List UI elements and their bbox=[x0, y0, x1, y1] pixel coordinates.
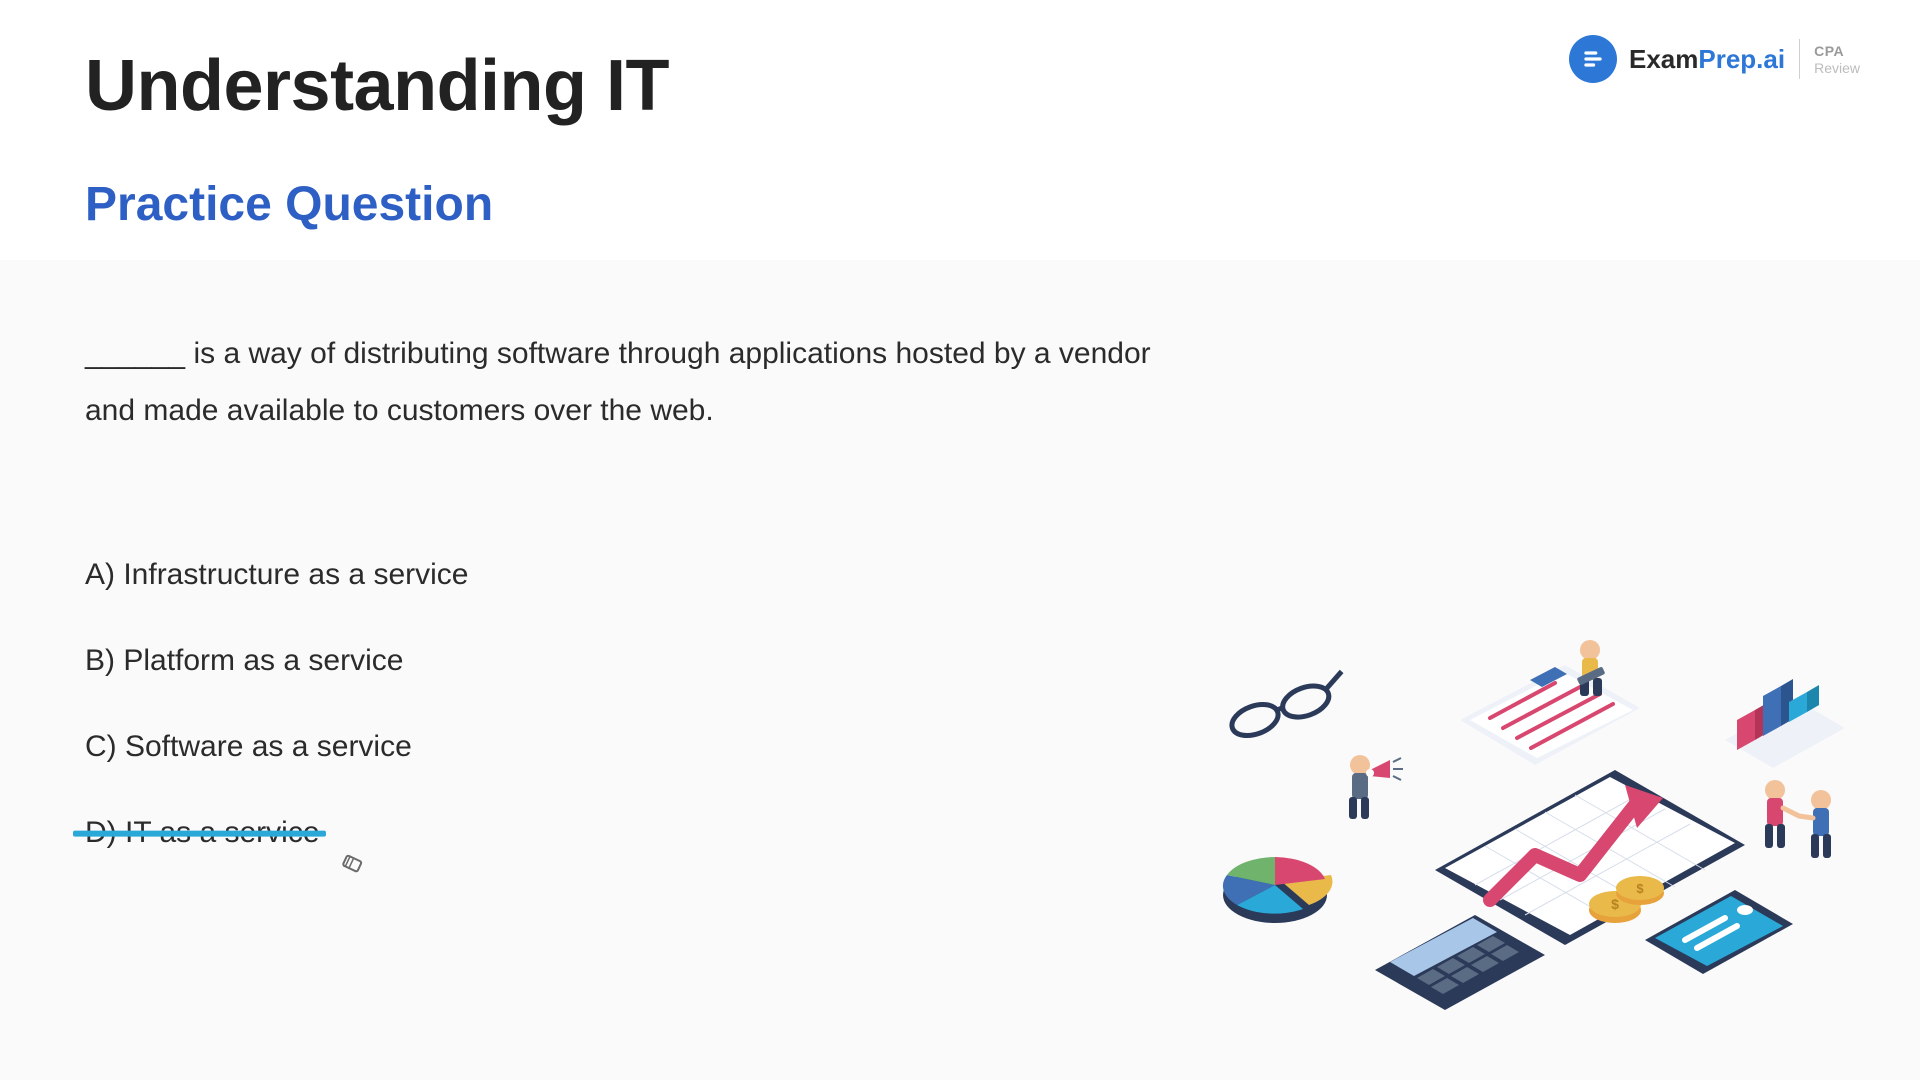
option-a[interactable]: A) Infrastructure as a service bbox=[85, 558, 468, 592]
options-list: A) Infrastructure as a service B) Platfo… bbox=[85, 558, 468, 850]
option-label: A) Infrastructure as a service bbox=[85, 558, 468, 591]
option-d[interactable]: D) IT as a service bbox=[85, 816, 468, 850]
brand-divider bbox=[1799, 39, 1800, 79]
slide: Understanding IT Practice Question ExamP… bbox=[0, 0, 1920, 1080]
brand-line2: Review bbox=[1814, 61, 1860, 75]
strike-annotation bbox=[73, 831, 326, 837]
option-b[interactable]: B) Platform as a service bbox=[85, 644, 468, 678]
brand-badge-icon bbox=[1569, 35, 1617, 83]
option-c[interactable]: C) Software as a service bbox=[85, 730, 468, 764]
brand-subtitle: CPA Review bbox=[1814, 44, 1860, 75]
svg-text:$: $ bbox=[1611, 896, 1619, 912]
option-label: B) Platform as a service bbox=[85, 644, 403, 677]
option-label: C) Software as a service bbox=[85, 730, 412, 763]
brand-line1: CPA bbox=[1814, 44, 1860, 58]
section-title: Practice Question bbox=[85, 177, 1835, 232]
decorative-illustration: $ $ bbox=[1185, 610, 1865, 1030]
svg-text:$: $ bbox=[1636, 881, 1644, 896]
brand-text: ExamPrep.ai CPA Review bbox=[1629, 39, 1860, 79]
brand-prefix: Exam bbox=[1629, 44, 1698, 74]
brand-name: ExamPrep.ai bbox=[1629, 44, 1785, 75]
brand-suffix: Prep.ai bbox=[1698, 44, 1785, 74]
option-label-wrap: D) IT as a service bbox=[85, 816, 320, 850]
question-text: ______ is a way of distributing software… bbox=[85, 325, 1165, 439]
annotation-cursor-icon bbox=[336, 848, 368, 880]
brand-logo: ExamPrep.ai CPA Review bbox=[1569, 35, 1860, 83]
